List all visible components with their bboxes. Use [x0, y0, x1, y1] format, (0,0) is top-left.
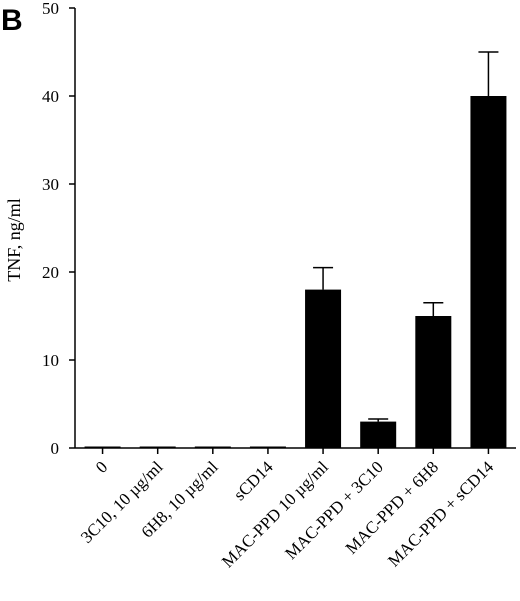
y-tick-label: 20	[42, 263, 59, 282]
x-category-label: sCD14	[230, 457, 277, 504]
y-tick-label: 10	[42, 351, 59, 370]
bar	[305, 289, 342, 448]
x-category-label: 0	[92, 457, 111, 476]
x-category-label: MAC-PPD 10 µg/ml	[218, 457, 332, 571]
y-tick-label: 40	[42, 87, 59, 106]
bar	[470, 96, 507, 448]
y-tick-label: 50	[42, 0, 59, 18]
error-bars	[313, 51, 499, 422]
bar	[360, 421, 397, 448]
panel-letter: B	[1, 4, 23, 37]
y-tick-label: 30	[42, 175, 59, 194]
x-category-label: MAC-PPD + 3C10	[281, 457, 387, 563]
bars	[84, 96, 507, 448]
y-ticks: 0 10 20 30 40 50	[42, 0, 75, 458]
x-category-label: MAC-PPD + 6H8	[342, 457, 442, 557]
bar	[249, 446, 286, 448]
y-axis-title: TNF, ng/ml	[4, 198, 24, 282]
y-tick-label: 0	[51, 439, 60, 458]
bar	[139, 446, 176, 448]
bar	[84, 446, 121, 448]
x-category-label: MAC-PPD + sCD14	[384, 457, 497, 570]
bar	[194, 446, 231, 448]
bar	[415, 316, 452, 448]
